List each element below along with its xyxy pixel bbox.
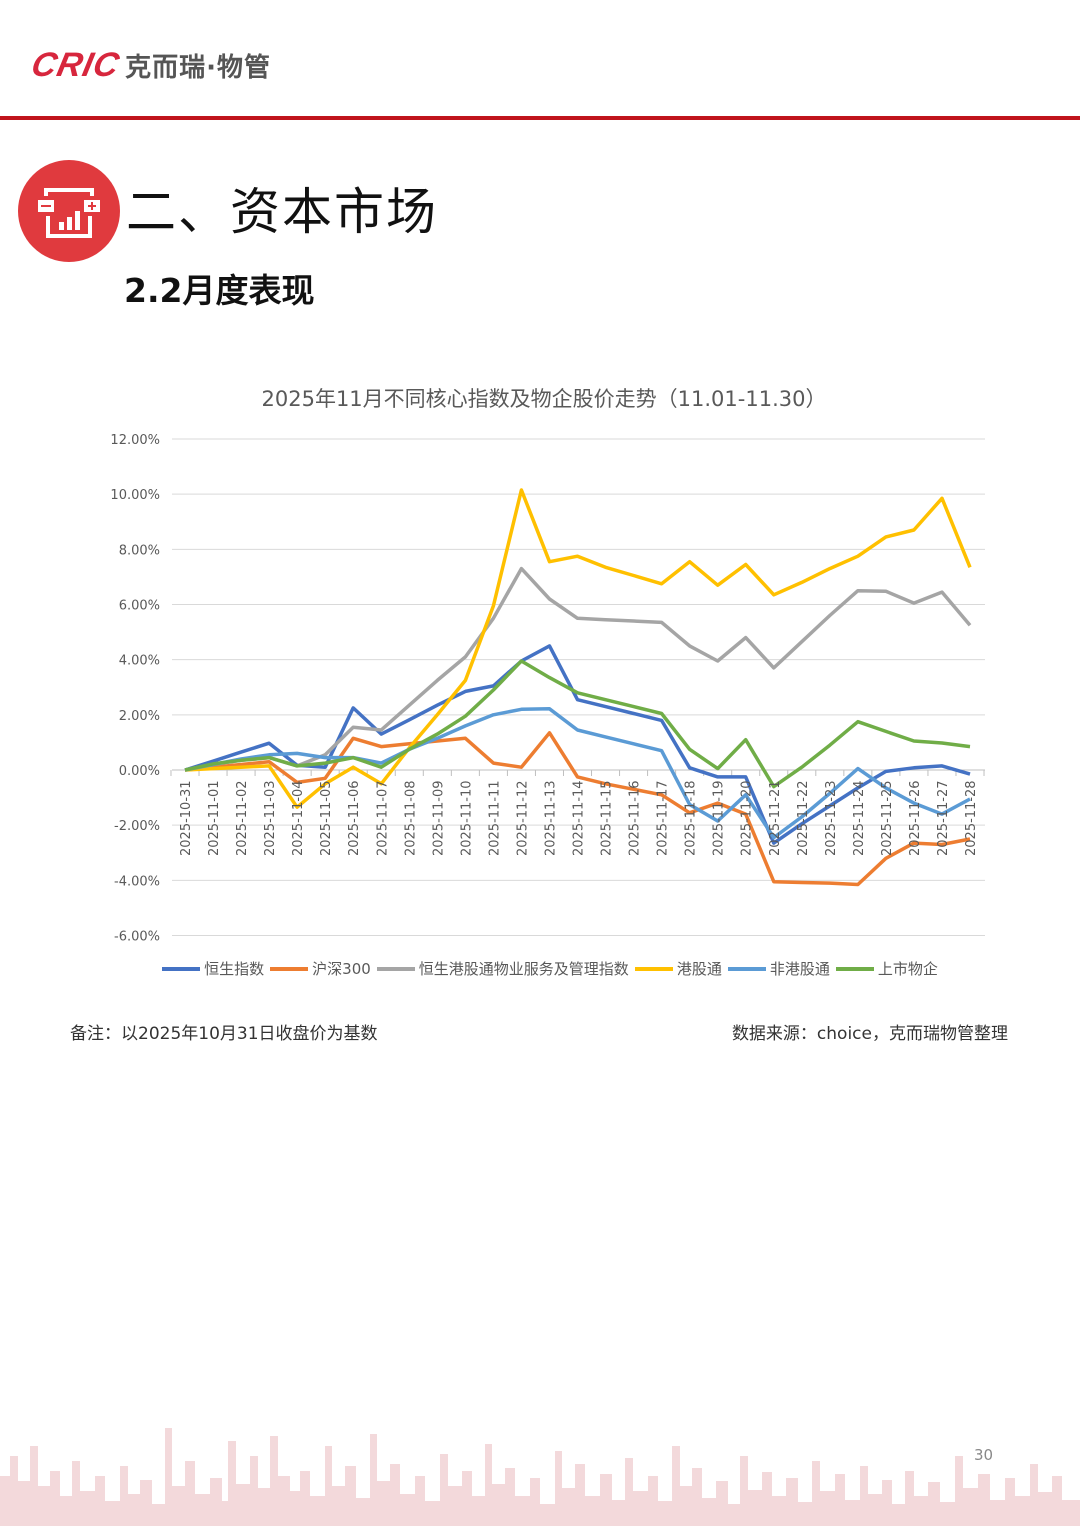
- legend-item: 港股通: [634, 958, 722, 979]
- x-tick-label: 2025-11-03: [263, 780, 278, 856]
- legend-item: 非港股通: [727, 958, 830, 979]
- x-tick-label: 2025-11-20: [740, 780, 755, 856]
- y-tick-label: 6.00%: [119, 599, 160, 614]
- legend-swatch-icon: [835, 966, 874, 971]
- x-tick-label: 2025-11-01: [207, 780, 222, 856]
- legend-swatch-icon: [162, 966, 201, 971]
- line-chart: 12.00% 10.00% 8.00% 6.00% 4.00% 2.00% 0.00% -2.…: [110, 433, 985, 945]
- legend-label: 港股通: [676, 960, 722, 978]
- page-number: 30: [974, 1446, 994, 1464]
- series-line: [184, 707, 971, 840]
- y-tick-label: 12.00%: [110, 433, 160, 448]
- chart-wallet-icon: [18, 160, 120, 262]
- skyline-decoration: [0, 1428, 1080, 1526]
- y-tick-label: 2.00%: [119, 709, 160, 724]
- logo-text: 克而瑞·物管: [125, 53, 271, 83]
- legend-swatch-icon: [634, 966, 673, 971]
- y-tick-label: 0.00%: [119, 764, 160, 779]
- x-tick-label: 2025-11-02: [235, 780, 250, 856]
- series-line: [184, 566, 972, 772]
- x-tick-label: 2025-11-21: [768, 780, 783, 856]
- legend-label: 非港股通: [769, 960, 830, 978]
- x-tick-label: 2025-11-19: [712, 780, 727, 856]
- legend-swatch-icon: [376, 966, 415, 971]
- x-tick-label: 2025-11-13: [543, 780, 558, 856]
- series-line: [184, 644, 971, 845]
- series-line: [184, 659, 971, 789]
- x-tick-label: 2025-11-26: [908, 780, 923, 856]
- series-line: [184, 488, 972, 809]
- x-tick-label: 2025-11-14: [572, 780, 587, 856]
- chart-title: 2025年11月不同核心指数及物企股价走势（11.01-11.30）: [261, 387, 827, 411]
- legend-label: 恒生指数: [204, 960, 265, 978]
- logo-mark: CRIC: [28, 46, 124, 84]
- x-tick-label: 2025-11-25: [880, 780, 895, 856]
- legend-item: 恒生指数: [162, 958, 264, 979]
- x-tick-label: 2025-11-17: [656, 780, 671, 856]
- x-tick-label: 2025-11-18: [684, 780, 699, 856]
- x-tick-label: 2025-11-22: [796, 780, 811, 856]
- x-tick-label: 2025-11-28: [964, 780, 979, 856]
- x-tick-label: 2025-10-31: [179, 780, 194, 856]
- header-divider: [0, 116, 1080, 120]
- data-source: 数据来源：choice，克而瑞物管整理: [731, 1024, 1008, 1044]
- x-tick-label: 2025-11-16: [628, 780, 643, 856]
- x-tick-label: 2025-11-06: [347, 780, 362, 856]
- y-tick-label: 10.00%: [110, 488, 160, 503]
- x-tick-label: 2025-11-15: [600, 780, 615, 856]
- x-tick-label: 2025-11-05: [319, 780, 334, 856]
- legend-label: 沪深300: [312, 960, 371, 978]
- legend-swatch-icon: [727, 966, 766, 971]
- legend-swatch-icon: [270, 966, 309, 971]
- logo: CRIC 克而瑞·物管: [28, 46, 271, 85]
- y-tick-label: 4.00%: [119, 654, 160, 669]
- section-title: 二、资本市场: [126, 183, 438, 241]
- x-tick-label: 2025-11-12: [515, 780, 530, 856]
- x-tick-label: 2025-11-27: [936, 780, 951, 856]
- y-tick-label: 8.00%: [119, 543, 160, 558]
- legend-label: 上市物企: [877, 960, 938, 978]
- chart-note: 备注：以2025年10月31日收盘价为基数: [70, 1024, 378, 1044]
- legend-item: 上市物企: [835, 958, 938, 979]
- x-tick-label: 2025-11-09: [431, 780, 446, 856]
- x-tick-label: 2025-11-24: [852, 780, 867, 856]
- x-tick-label: 2025-11-10: [459, 780, 474, 856]
- legend-item: 恒生港股通物业服务及管理指数: [376, 958, 629, 979]
- x-tick-label: 2025-11-07: [375, 780, 390, 856]
- series-line: [184, 731, 971, 887]
- x-tick-label: 2025-11-23: [824, 780, 839, 856]
- y-tick-label: -2.00%: [114, 819, 160, 834]
- legend-item: 沪深300: [270, 958, 371, 979]
- y-tick-label: -6.00%: [114, 930, 160, 945]
- chart-legend: 恒生指数 沪深300 恒生港股通物业服务及管理指数 港股通 非港股通 上市物企: [0, 958, 1080, 979]
- y-tick-label: -4.00%: [114, 874, 160, 889]
- x-tick-label: 2025-11-04: [291, 780, 306, 856]
- x-tick-label: 2025-11-08: [403, 780, 418, 856]
- sub-title: 2.2月度表现: [124, 271, 315, 310]
- legend-label: 恒生港股通物业服务及管理指数: [418, 960, 629, 978]
- x-tick-label: 2025-11-11: [487, 780, 502, 856]
